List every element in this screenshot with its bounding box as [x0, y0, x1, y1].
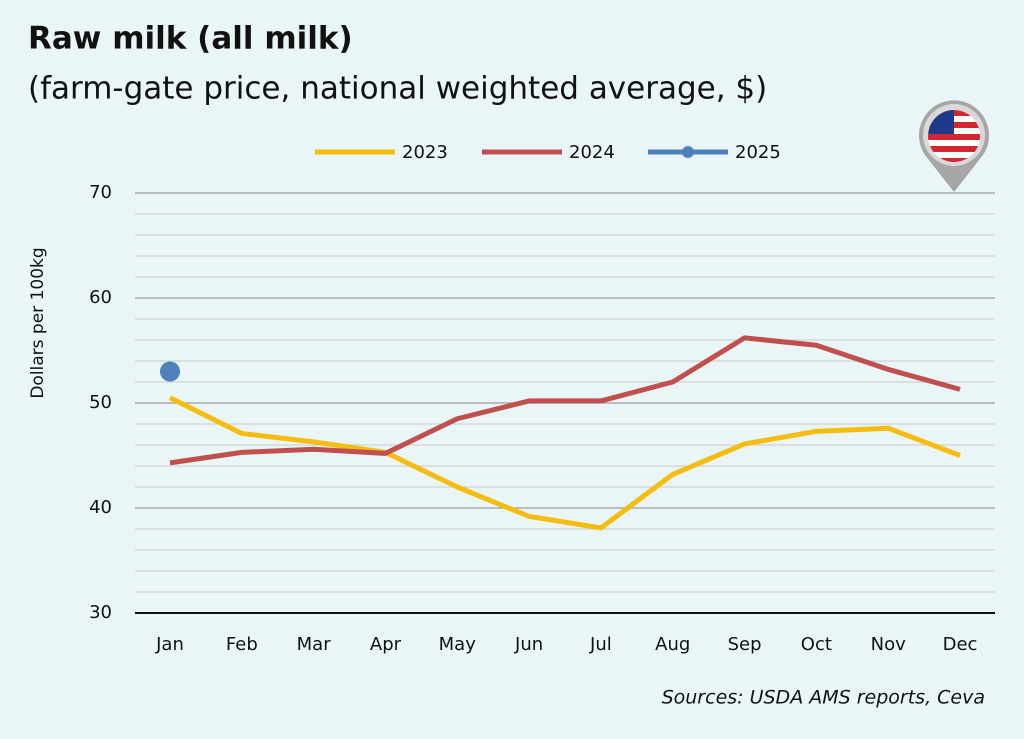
x-tick-label: Jan — [155, 634, 184, 655]
x-tick-label: Oct — [801, 634, 832, 655]
legend-label: 2023 — [402, 142, 448, 163]
chart-title: Raw milk (all milk) — [28, 21, 353, 57]
series-line — [169, 335, 961, 466]
flag-icon — [919, 100, 989, 192]
chart-subtitle: (farm-gate price, national weighted aver… — [28, 71, 767, 107]
legend-marker — [682, 146, 694, 158]
y-tick-label: 70 — [89, 182, 112, 203]
x-tick-label: May — [439, 634, 477, 655]
y-tick-label: 30 — [89, 602, 112, 623]
x-tick-label: Jun — [514, 634, 543, 655]
x-tick-label: Aug — [655, 634, 690, 655]
x-tick-label: Feb — [226, 634, 258, 655]
data-point — [160, 361, 180, 382]
legend-label: 2024 — [569, 142, 615, 163]
series-line — [168, 395, 961, 531]
x-tick-label: Dec — [943, 634, 978, 655]
y-tick-label: 40 — [89, 497, 112, 518]
x-tick-label: Jul — [589, 634, 612, 655]
source-note: Sources: USDA AMS reports, Ceva — [662, 687, 985, 709]
y-tick-label: 60 — [89, 287, 112, 308]
y-axis-label: Dollars per 100kg — [28, 247, 48, 398]
x-tick-label: Nov — [871, 634, 906, 655]
y-tick-label: 50 — [89, 392, 112, 413]
x-tick-label: Apr — [370, 634, 402, 655]
x-tick-label: Sep — [728, 634, 762, 655]
legend-label: 2025 — [735, 142, 781, 163]
x-tick-label: Mar — [297, 634, 332, 655]
